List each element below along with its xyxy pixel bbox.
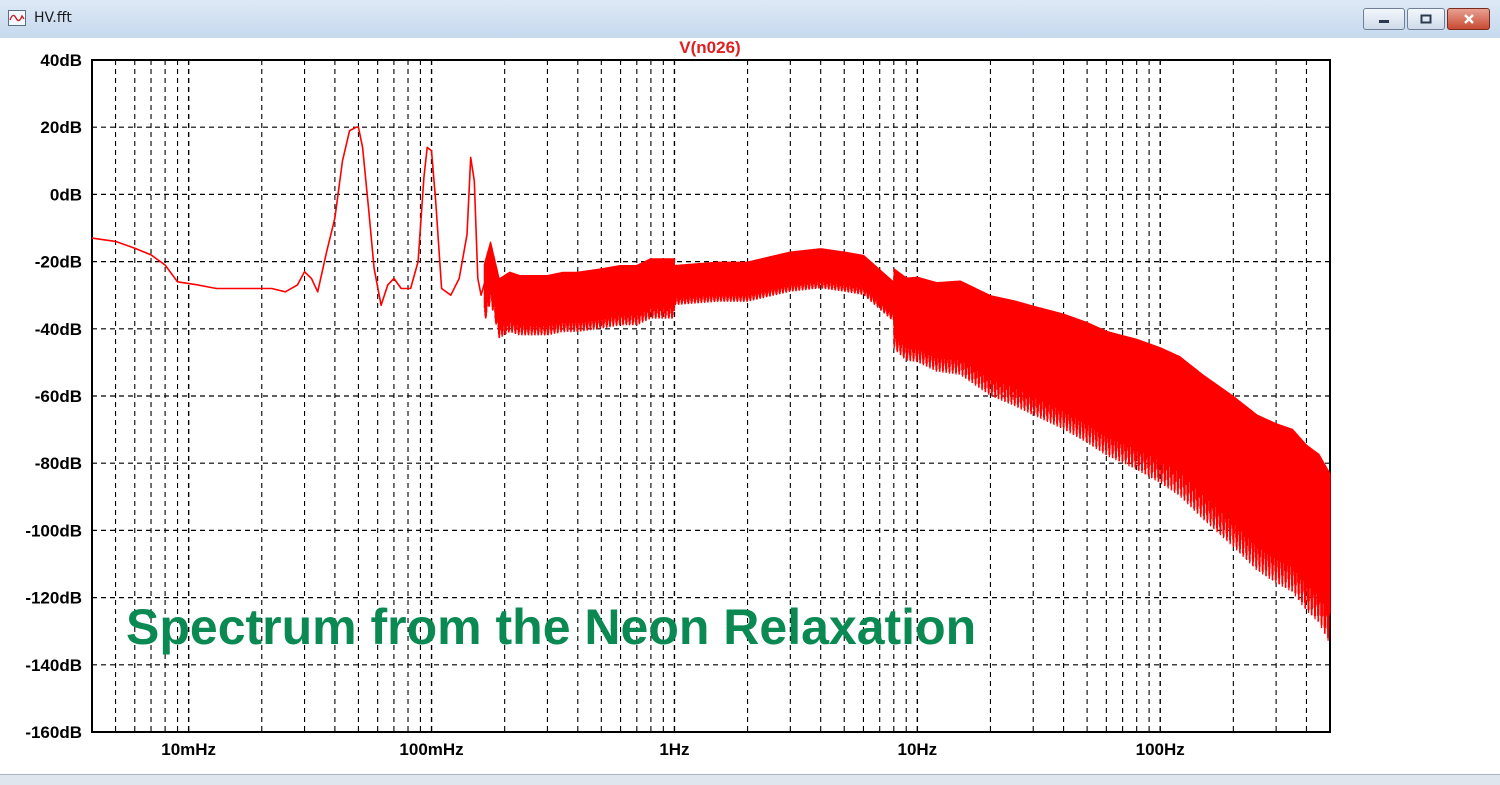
- overlay-caption: Spectrum from the Neon Relaxation: [126, 599, 976, 655]
- close-icon: [1463, 14, 1474, 24]
- x-tick-label: 1Hz: [659, 740, 689, 759]
- y-tick-label: -60dB: [35, 387, 82, 406]
- close-button[interactable]: [1447, 8, 1490, 30]
- waveform-icon: [8, 10, 26, 26]
- y-tick-label: 0dB: [50, 185, 82, 204]
- y-tick-label: -40dB: [35, 320, 82, 339]
- y-tick-label: 20dB: [40, 118, 82, 137]
- y-tick-label: -100dB: [25, 521, 82, 540]
- maximize-icon: [1420, 14, 1432, 24]
- window-titlebar: HV.fft: [0, 0, 1500, 39]
- y-tick-label: -140dB: [25, 656, 82, 675]
- y-axis-labels: 40dB 20dB 0dB -20dB -40dB -60dB -80dB -100dB -12…: [25, 51, 82, 742]
- y-tick-label: -80dB: [35, 454, 82, 473]
- maximize-button[interactable]: [1407, 8, 1445, 30]
- minimize-button[interactable]: [1363, 8, 1405, 30]
- x-tick-label: 100Hz: [1136, 740, 1185, 759]
- spectrum-chart[interactable]: 40dB 20dB 0dB -20dB -40dB -60dB -80dB -100dB -12…: [0, 38, 1500, 774]
- y-tick-label: -20dB: [35, 253, 82, 272]
- window-title: HV.fft: [34, 10, 72, 26]
- chart-title: V(n026): [679, 38, 740, 57]
- spectrum-trace-harmonics: [483, 241, 1331, 641]
- x-tick-label: 10mHz: [161, 740, 216, 759]
- minimize-icon: [1379, 20, 1389, 23]
- grid: [91, 59, 1331, 733]
- plot-frame: [91, 59, 1331, 733]
- y-tick-label: -160dB: [25, 723, 82, 742]
- y-tick-label: -120dB: [25, 589, 82, 608]
- y-tick-label: 40dB: [40, 51, 82, 70]
- plot-pane[interactable]: 40dB 20dB 0dB -20dB -40dB -60dB -80dB -100dB -12…: [0, 38, 1500, 774]
- x-tick-label: 10Hz: [897, 740, 937, 759]
- x-tick-label: 100mHz: [399, 740, 463, 759]
- x-axis-labels: 10mHz 100mHz 1Hz 10Hz 100Hz: [161, 740, 1185, 759]
- status-strip: [0, 774, 1500, 785]
